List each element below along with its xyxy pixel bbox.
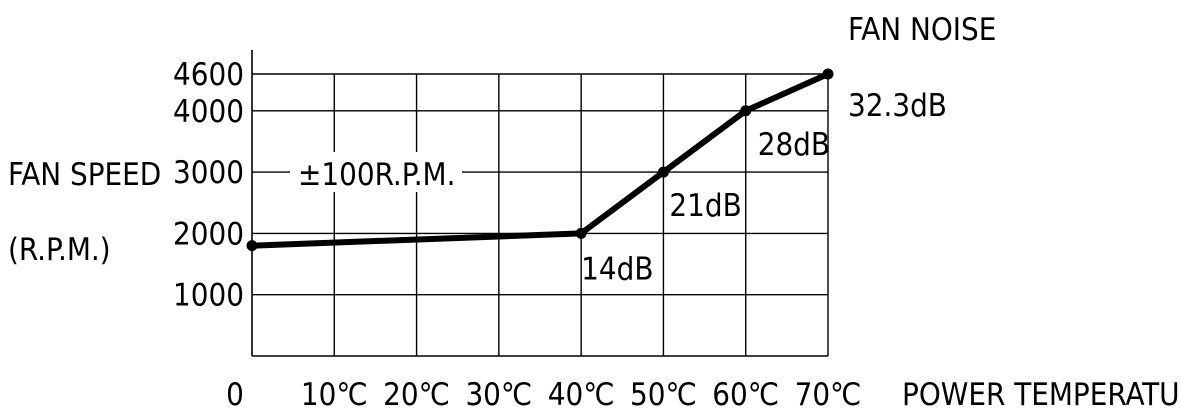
noise-label-40: 14dB (581, 251, 653, 287)
data-point-50 (657, 166, 669, 178)
label-group: FAN NOISE FAN SPEED (R.P.M.) POWER TEMPE… (8, 12, 1181, 413)
y-tick-label-4600: 4600 (173, 57, 244, 93)
y-tick-label-4000: 4000 (173, 94, 244, 130)
data-point-0 (246, 240, 258, 252)
x-tick-label-30: 30℃ (465, 377, 532, 413)
noise-label-60: 28dB (758, 127, 830, 163)
y-axis-label-line2: (R.P.M.) (8, 232, 111, 268)
noise-label-70: 32.3dB (848, 88, 947, 124)
data-point-40 (575, 227, 587, 239)
y-axis-label-line1: FAN SPEED (8, 157, 161, 193)
series-group (246, 68, 834, 252)
fan-noise-header: FAN NOISE (848, 12, 996, 48)
x-tick-label-0: 0 (226, 377, 244, 413)
y-tick-label-1000: 1000 (173, 278, 244, 314)
x-tick-label-40: 40℃ (548, 377, 615, 413)
axes (251, 50, 828, 357)
tolerance-label: ±100R.P.M. (298, 157, 455, 193)
x-tick-label-70: 70℃ (795, 377, 862, 413)
x-tick-label-20: 20℃ (383, 377, 450, 413)
y-tick-label-2000: 2000 (173, 216, 244, 252)
y-tick-label-3000: 3000 (173, 155, 244, 191)
x-tick-label-60: 60℃ (712, 377, 779, 413)
x-axis-label: POWER TEMPERATURE (902, 377, 1181, 413)
x-tick-label-50: 50℃ (630, 377, 697, 413)
x-tick-label-10: 10℃ (301, 377, 368, 413)
tolerance-label-background (290, 152, 462, 192)
noise-label-50: 21dB (669, 188, 741, 224)
data-point-70 (822, 68, 834, 80)
data-point-60 (740, 105, 752, 117)
